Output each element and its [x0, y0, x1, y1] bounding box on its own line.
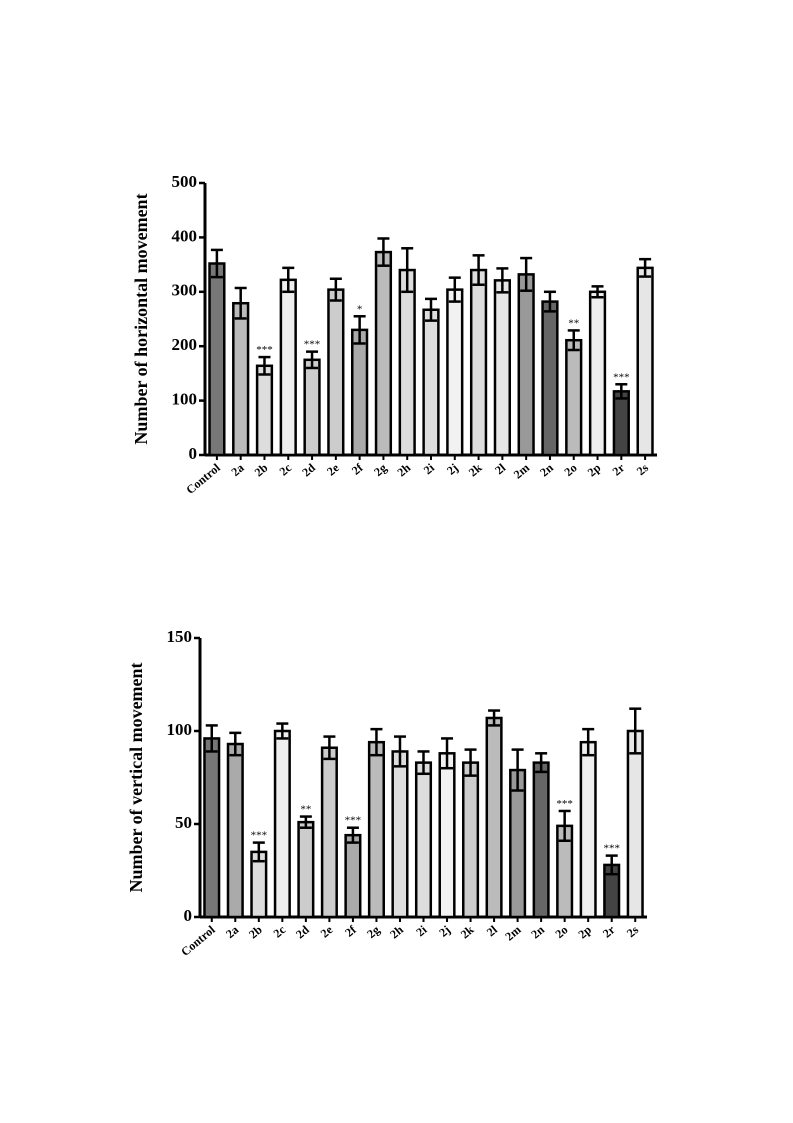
x-tick-label: 2b	[252, 460, 271, 479]
x-tick-label: 2f	[349, 460, 366, 478]
bar	[636, 266, 654, 457]
x-tick-label: 2o	[561, 461, 579, 479]
bar	[232, 301, 250, 457]
bar	[493, 279, 511, 457]
x-tick-label: 2s	[624, 922, 641, 940]
significance: ***	[603, 843, 620, 855]
x-tick-label: Control	[178, 922, 218, 959]
bar	[303, 358, 321, 457]
bar	[485, 716, 503, 919]
bar	[612, 390, 630, 457]
bar	[565, 338, 583, 457]
bar	[327, 288, 345, 457]
x-tick-label: 2n	[537, 460, 556, 479]
x-tick-label: 2j	[436, 923, 453, 940]
bar	[367, 740, 385, 919]
bar	[541, 300, 559, 457]
x-tick-label: 2d	[299, 460, 318, 479]
significance: ***	[613, 371, 630, 383]
bar	[414, 761, 433, 919]
significance: ***	[304, 339, 321, 351]
x-tick-label: 2r	[610, 460, 628, 478]
bar	[203, 737, 221, 919]
x-tick-label: 2e	[324, 460, 342, 478]
x-tick-label: 2e	[318, 922, 336, 940]
bar	[273, 729, 291, 919]
x-tick-label: 2n	[528, 922, 547, 941]
y-axis-label: Number of vertical movement	[126, 662, 146, 892]
significance: ***	[256, 344, 273, 356]
y-tick-label: 50	[175, 813, 192, 832]
bar	[208, 262, 226, 457]
bar	[517, 273, 535, 457]
significance: **	[300, 804, 311, 816]
bar	[446, 288, 464, 457]
x-tick-label: 2h	[394, 460, 413, 479]
bar	[255, 364, 274, 457]
x-tick-label: 2f	[342, 922, 359, 940]
y-tick-label: 0	[184, 906, 193, 925]
bar	[297, 820, 315, 919]
bar	[438, 752, 456, 919]
x-tick-label: 2c	[277, 460, 295, 478]
bar	[469, 268, 488, 457]
bar	[320, 746, 338, 919]
x-tick-label: 2i	[413, 922, 430, 939]
x-tick-label: 2b	[246, 922, 265, 941]
bar	[344, 833, 362, 919]
x-tick-label: 2i	[421, 460, 438, 477]
x-tick-label: 2m	[511, 461, 532, 482]
x-tick-label: 2l	[484, 922, 501, 939]
bar	[588, 290, 607, 457]
y-tick-label: 500	[172, 172, 198, 191]
bar	[351, 328, 369, 457]
x-tick-label: 2l	[492, 460, 509, 477]
x-tick-label: 2d	[293, 922, 312, 941]
y-tick-label: 200	[172, 335, 198, 354]
bar	[532, 761, 550, 919]
y-tick-label: 300	[172, 281, 198, 300]
x-tick-label: 2h	[387, 922, 406, 941]
x-tick-label: 2k	[466, 460, 485, 479]
significance: **	[568, 317, 579, 329]
x-tick-label: 2o	[552, 923, 570, 941]
x-tick-label: 2k	[458, 922, 477, 941]
bar	[398, 268, 416, 457]
bar	[226, 742, 244, 919]
y-axis-label: Number of horizontal movement	[131, 193, 151, 444]
significance: ***	[556, 798, 573, 810]
x-tick-label: 2g	[364, 923, 382, 941]
bar	[626, 729, 644, 919]
x-tick-label: 2g	[371, 461, 389, 479]
y-tick-label: 150	[167, 627, 193, 646]
x-tick-label: 2c	[271, 922, 289, 940]
x-tick-label: 2j	[444, 461, 461, 478]
bar	[374, 250, 393, 457]
x-tick-label: 2a	[228, 461, 246, 479]
bar	[279, 278, 297, 457]
x-tick-label: 2s	[634, 460, 651, 478]
significance: ***	[345, 815, 362, 827]
bar	[422, 308, 440, 457]
y-tick-label: 100	[167, 720, 193, 739]
x-tick-label: Control	[183, 460, 223, 497]
x-tick-label: 2p	[585, 460, 604, 479]
y-tick-label: 400	[172, 226, 198, 245]
significance: ***	[251, 830, 268, 842]
x-tick-label: 2p	[575, 922, 594, 941]
y-tick-label: 100	[172, 390, 198, 409]
y-tick-label: 0	[189, 444, 198, 463]
bar	[579, 740, 597, 919]
bar	[509, 768, 527, 919]
x-tick-label: 2a	[223, 923, 241, 941]
significance: *	[357, 303, 363, 315]
bar	[462, 761, 480, 919]
x-tick-label: 2r	[600, 922, 618, 940]
x-tick-label: 2m	[502, 923, 523, 944]
bar	[391, 750, 409, 919]
